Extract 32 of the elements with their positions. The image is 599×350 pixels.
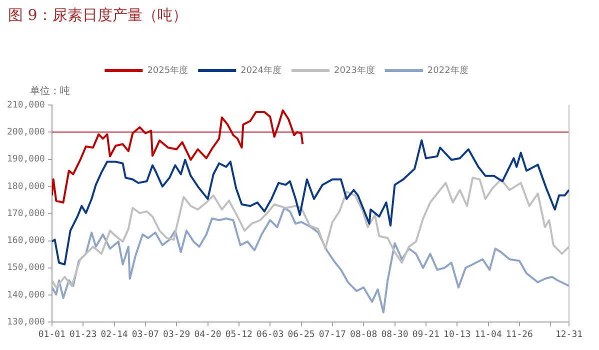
x-tick-label: 10-13 [444, 330, 471, 340]
y-tick-label: 180,000 [6, 182, 45, 192]
legend-label: 2022年度 [427, 64, 468, 76]
chart-title: 图 9：尿素日度产量（吨） [8, 6, 188, 25]
x-tick-label: 07-17 [318, 330, 346, 340]
x-tick-label: 09-21 [412, 330, 440, 340]
x-tick-label: 03-07 [132, 330, 159, 340]
y-tick-label: 190,000 [6, 154, 45, 165]
x-tick-label: 01-23 [70, 330, 97, 340]
legend-label: 2023年度 [334, 64, 375, 76]
x-tick-label: 06-25 [288, 330, 315, 340]
y-tick-label: 160,000 [6, 236, 45, 246]
x-tick-label: 08-08 [350, 330, 378, 340]
x-tick-label: 02-14 [100, 330, 128, 340]
x-tick-label: 11-26 [506, 330, 533, 340]
x-tick-label: 05-12 [225, 330, 252, 340]
x-tick-label: 12-31 [555, 330, 583, 340]
y-tick-label: 170,000 [6, 208, 45, 219]
y-tick-label: 200,000 [6, 127, 45, 138]
y-tick-label: 130,000 [6, 318, 45, 328]
x-tick-label: 01-01 [38, 330, 66, 340]
x-tick-label: 03-29 [163, 330, 190, 340]
text: 单位：吨 [30, 84, 70, 98]
y-tick-label: 210,000 [6, 100, 45, 110]
x-tick-label: 06-03 [256, 330, 284, 340]
y-tick-label: 140,000 [6, 290, 45, 300]
legend-label: 2024年度 [240, 64, 282, 76]
x-tick-label: 04-20 [194, 330, 222, 340]
x-tick-label: 11-04 [474, 330, 502, 340]
x-tick-label: 08-30 [381, 330, 408, 340]
legend-label: 2025年度 [147, 64, 188, 76]
y-tick-label: 150,000 [6, 263, 45, 274]
